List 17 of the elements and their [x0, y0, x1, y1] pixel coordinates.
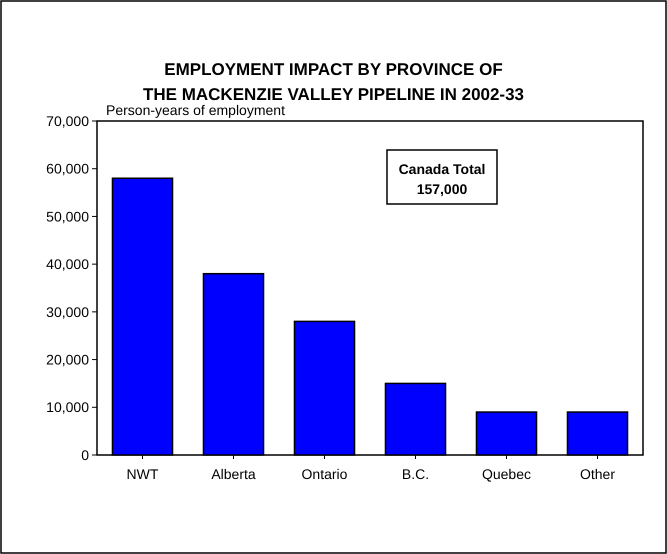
x-tick-label: Ontario [302, 466, 348, 482]
y-tick-label: 10,000 [46, 399, 90, 416]
x-tick-label: Other [580, 466, 616, 482]
x-tick-label: Quebec [482, 466, 532, 482]
chart-title: EMPLOYMENT IMPACT BY PROVINCE OF THE MACKENZIE VALLEY PIPELINE IN 2002-33 [142, 60, 524, 104]
y-tick-label: 20,000 [46, 351, 90, 368]
y-tick-label: 70,000 [46, 112, 90, 129]
y-tick-label: 50,000 [46, 208, 90, 224]
y-tick-label: 0 [81, 446, 90, 463]
x-tick-label: NWT [126, 466, 159, 482]
x-tick-label: Alberta [211, 466, 256, 482]
annotation: Canada Total 157,000 [398, 161, 486, 197]
y-tick-label: 60,000 [46, 160, 90, 177]
y-axis-title: Person-years of employment [106, 102, 286, 118]
y-tick-label: 30,000 [46, 304, 90, 320]
x-tick-label: B.C. [402, 466, 430, 482]
y-tick-label: 40,000 [46, 256, 90, 272]
